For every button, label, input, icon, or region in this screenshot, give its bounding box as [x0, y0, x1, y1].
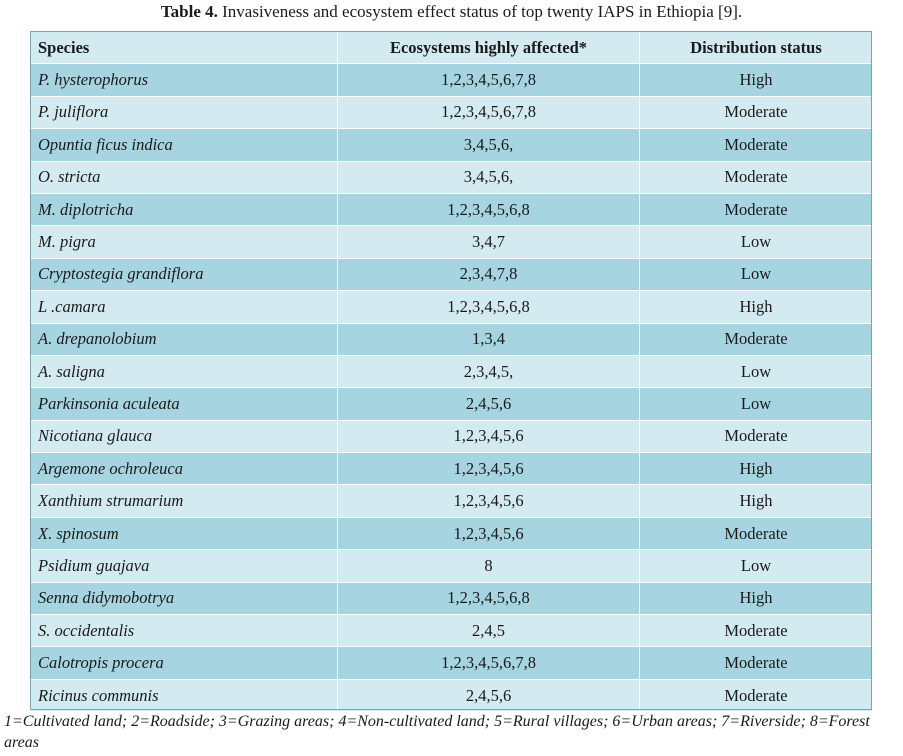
species-cell: Xanthium strumarium — [30, 484, 338, 518]
species-cell: Nicotiana glauca — [30, 419, 338, 454]
caption-text: Invasiveness and ecosystem effect status… — [217, 2, 743, 21]
ecosystems-cell: 8 — [337, 549, 640, 583]
ecosystems-cell: 1,2,3,4,5,6 — [337, 516, 640, 551]
table-row: M. pigra 3,4,7 Low — [30, 225, 873, 259]
ecosystems-cell: 1,2,3,4,5,6 — [337, 452, 640, 486]
status-cell: Moderate — [639, 160, 873, 194]
ecosystems-cell: 1,2,3,4,5,6 — [337, 419, 640, 454]
iaps-table: Species Ecosystems highly affected* Dist… — [30, 30, 873, 713]
ecosystems-cell: 2,4,5 — [337, 614, 640, 648]
ecosystems-cell: 3,4,7 — [337, 225, 640, 259]
table-row: Ricinus communis 2,4,5,6 Moderate — [30, 678, 873, 713]
status-cell: Low — [639, 225, 873, 259]
table-row: Argemone ochroleuca 1,2,3,4,5,6 High — [30, 452, 873, 486]
ecosystems-cell: 1,2,3,4,5,6,8 — [337, 290, 640, 324]
ecosystems-cell: 2,4,5,6 — [337, 678, 640, 713]
table-row: A. drepanolobium 1,3,4 Moderate — [30, 322, 873, 356]
table-row: S. occidentalis 2,4,5 Moderate — [30, 614, 873, 648]
table-row: M. diplotricha 1,2,3,4,5,6,8 Moderate — [30, 192, 873, 227]
ecosystems-cell: 1,2,3,4,5,6,7,8 — [337, 95, 640, 130]
status-cell: High — [639, 484, 873, 518]
species-cell: O. stricta — [30, 160, 338, 194]
table-row: L .camara 1,2,3,4,5,6,8 High — [30, 290, 873, 324]
species-cell: P. juliflora — [30, 95, 338, 130]
status-cell: Moderate — [639, 678, 873, 713]
ecosystems-cell: 2,4,5,6 — [337, 387, 640, 421]
table-header-row: Species Ecosystems highly affected* Dist… — [30, 30, 873, 65]
ecosystems-cell: 1,2,3,4,5,6,8 — [337, 192, 640, 227]
header-distribution-status: Distribution status — [639, 30, 873, 65]
species-cell: Opuntia ficus indica — [30, 128, 338, 162]
table-row: Nicotiana glauca 1,2,3,4,5,6 Moderate — [30, 419, 873, 454]
header-ecosystems: Ecosystems highly affected* — [337, 30, 640, 65]
status-cell: Moderate — [639, 646, 873, 680]
table-row: Xanthium strumarium 1,2,3,4,5,6 High — [30, 484, 873, 518]
ecosystems-cell: 3,4,5,6, — [337, 128, 640, 162]
species-cell: Cryptostegia grandiflora — [30, 257, 338, 292]
status-cell: High — [639, 581, 873, 616]
ecosystems-cell: 1,2,3,4,5,6 — [337, 484, 640, 518]
species-cell: L .camara — [30, 290, 338, 324]
table-row: O. stricta 3,4,5,6, Moderate — [30, 160, 873, 194]
species-cell: Ricinus communis — [30, 678, 338, 713]
table-row: Cryptostegia grandiflora 2,3,4,7,8 Low — [30, 257, 873, 292]
status-cell: Moderate — [639, 322, 873, 356]
table-row: Opuntia ficus indica 3,4,5,6, Moderate — [30, 128, 873, 162]
species-cell: Calotropis procera — [30, 646, 338, 680]
species-cell: M. pigra — [30, 225, 338, 259]
table-row: Psidium guajava 8 Low — [30, 549, 873, 583]
species-cell: M. diplotricha — [30, 192, 338, 227]
table-row: Senna didymobotrya 1,2,3,4,5,6,8 High — [30, 581, 873, 616]
species-cell: P. hysterophorus — [30, 63, 338, 97]
species-cell: X. spinosum — [30, 516, 338, 551]
table-row: P. juliflora 1,2,3,4,5,6,7,8 Moderate — [30, 95, 873, 130]
table-row: Calotropis procera 1,2,3,4,5,6,7,8 Moder… — [30, 646, 873, 680]
ecosystems-cell: 1,2,3,4,5,6,7,8 — [337, 63, 640, 97]
status-cell: Moderate — [639, 419, 873, 454]
species-cell: A. drepanolobium — [30, 322, 338, 356]
header-species: Species — [30, 30, 338, 65]
species-cell: A. saligna — [30, 354, 338, 389]
table-caption: Table 4. Invasiveness and ecosystem effe… — [0, 2, 903, 22]
status-cell: Moderate — [639, 128, 873, 162]
status-cell: High — [639, 452, 873, 486]
species-cell: S. occidentalis — [30, 614, 338, 648]
species-cell: Argemone ochroleuca — [30, 452, 338, 486]
species-cell: Psidium guajava — [30, 549, 338, 583]
status-cell: High — [639, 63, 873, 97]
status-cell: Moderate — [639, 192, 873, 227]
ecosystems-cell: 3,4,5,6, — [337, 160, 640, 194]
status-cell: High — [639, 290, 873, 324]
table-body: P. hysterophorus 1,2,3,4,5,6,7,8 High P.… — [30, 63, 873, 713]
species-cell: Senna didymobotrya — [30, 581, 338, 616]
ecosystems-cell: 2,3,4,7,8 — [337, 257, 640, 292]
status-cell: Low — [639, 549, 873, 583]
ecosystems-cell: 1,2,3,4,5,6,7,8 — [337, 646, 640, 680]
ecosystems-cell: 1,3,4 — [337, 322, 640, 356]
table-row: X. spinosum 1,2,3,4,5,6 Moderate — [30, 516, 873, 551]
ecosystems-cell: 2,3,4,5, — [337, 354, 640, 389]
table-row: A. saligna 2,3,4,5, Low — [30, 354, 873, 389]
table-row: P. hysterophorus 1,2,3,4,5,6,7,8 High — [30, 63, 873, 97]
caption-label: Table 4. — [160, 2, 218, 21]
status-cell: Low — [639, 354, 873, 389]
species-cell: Parkinsonia aculeata — [30, 387, 338, 421]
status-cell: Moderate — [639, 614, 873, 648]
status-cell: Moderate — [639, 516, 873, 551]
ecosystems-cell: 1,2,3,4,5,6,8 — [337, 581, 640, 616]
status-cell: Low — [639, 257, 873, 292]
status-cell: Low — [639, 387, 873, 421]
table-row: Parkinsonia aculeata 2,4,5,6 Low — [30, 387, 873, 421]
table-footnote: 1=Cultivated land; 2=Roadside; 3=Grazing… — [4, 713, 870, 751]
status-cell: Moderate — [639, 95, 873, 130]
